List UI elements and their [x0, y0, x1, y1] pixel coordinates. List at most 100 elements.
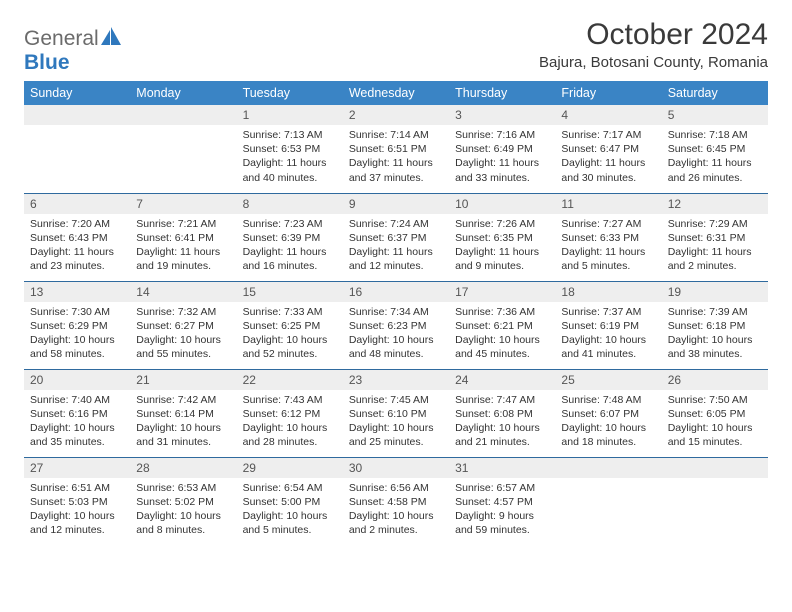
logo-text-blue: Blue: [24, 51, 70, 74]
sunset-line: Sunset: 5:02 PM: [136, 495, 230, 509]
sunrise-line: Sunrise: 7:14 AM: [349, 128, 443, 142]
calendar-cell: 4Sunrise: 7:17 AMSunset: 6:47 PMDaylight…: [555, 105, 661, 193]
calendar-cell: 26Sunrise: 7:50 AMSunset: 6:05 PMDayligh…: [662, 369, 768, 457]
day-number: 22: [237, 370, 343, 390]
col-tuesday: Tuesday: [237, 81, 343, 105]
calendar-cell: [24, 105, 130, 193]
sunrise-line: Sunrise: 7:16 AM: [455, 128, 549, 142]
day-details: Sunrise: 7:30 AMSunset: 6:29 PMDaylight:…: [24, 302, 130, 368]
day-details: Sunrise: 7:47 AMSunset: 6:08 PMDaylight:…: [449, 390, 555, 456]
calendar-cell: 13Sunrise: 7:30 AMSunset: 6:29 PMDayligh…: [24, 281, 130, 369]
day-details: Sunrise: 7:34 AMSunset: 6:23 PMDaylight:…: [343, 302, 449, 368]
daylight-line: Daylight: 10 hours and 2 minutes.: [349, 509, 443, 537]
sunset-line: Sunset: 4:58 PM: [349, 495, 443, 509]
day-number: 31: [449, 458, 555, 478]
calendar-cell: 22Sunrise: 7:43 AMSunset: 6:12 PMDayligh…: [237, 369, 343, 457]
sunrise-line: Sunrise: 7:37 AM: [561, 305, 655, 319]
calendar-cell: 1Sunrise: 7:13 AMSunset: 6:53 PMDaylight…: [237, 105, 343, 193]
day-number: 5: [662, 105, 768, 125]
sunrise-line: Sunrise: 7:27 AM: [561, 217, 655, 231]
sunset-line: Sunset: 6:08 PM: [455, 407, 549, 421]
day-details: Sunrise: 7:50 AMSunset: 6:05 PMDaylight:…: [662, 390, 768, 456]
daylight-line: Daylight: 11 hours and 5 minutes.: [561, 245, 655, 273]
sunrise-line: Sunrise: 7:24 AM: [349, 217, 443, 231]
calendar-row: 1Sunrise: 7:13 AMSunset: 6:53 PMDaylight…: [24, 105, 768, 193]
calendar-cell: 12Sunrise: 7:29 AMSunset: 6:31 PMDayligh…: [662, 193, 768, 281]
sunset-line: Sunset: 6:45 PM: [668, 142, 762, 156]
day-details: Sunrise: 7:14 AMSunset: 6:51 PMDaylight:…: [343, 125, 449, 191]
day-number: 25: [555, 370, 661, 390]
calendar-cell: 20Sunrise: 7:40 AMSunset: 6:16 PMDayligh…: [24, 369, 130, 457]
day-number: 6: [24, 194, 130, 214]
sunrise-line: Sunrise: 7:20 AM: [30, 217, 124, 231]
day-details: Sunrise: 7:29 AMSunset: 6:31 PMDaylight:…: [662, 214, 768, 280]
sunrise-line: Sunrise: 7:50 AM: [668, 393, 762, 407]
day-details: Sunrise: 7:42 AMSunset: 6:14 PMDaylight:…: [130, 390, 236, 456]
day-details: Sunrise: 7:33 AMSunset: 6:25 PMDaylight:…: [237, 302, 343, 368]
day-details: Sunrise: 7:27 AMSunset: 6:33 PMDaylight:…: [555, 214, 661, 280]
daylight-line: Daylight: 11 hours and 26 minutes.: [668, 156, 762, 184]
calendar-cell: 3Sunrise: 7:16 AMSunset: 6:49 PMDaylight…: [449, 105, 555, 193]
day-number: 18: [555, 282, 661, 302]
day-number: 24: [449, 370, 555, 390]
day-number: 2: [343, 105, 449, 125]
day-details: Sunrise: 7:23 AMSunset: 6:39 PMDaylight:…: [237, 214, 343, 280]
day-number: 17: [449, 282, 555, 302]
daylight-line: Daylight: 10 hours and 52 minutes.: [243, 333, 337, 361]
sunrise-line: Sunrise: 7:39 AM: [668, 305, 762, 319]
logo-text-general: General: [24, 27, 99, 50]
calendar-cell: 28Sunrise: 6:53 AMSunset: 5:02 PMDayligh…: [130, 457, 236, 545]
day-number: 10: [449, 194, 555, 214]
calendar-cell: 29Sunrise: 6:54 AMSunset: 5:00 PMDayligh…: [237, 457, 343, 545]
day-number: 4: [555, 105, 661, 125]
calendar-cell: 5Sunrise: 7:18 AMSunset: 6:45 PMDaylight…: [662, 105, 768, 193]
logo: General Blue: [24, 27, 124, 75]
daylight-line: Daylight: 11 hours and 9 minutes.: [455, 245, 549, 273]
sunrise-line: Sunrise: 7:42 AM: [136, 393, 230, 407]
header: General Blue October 2024 Bajura, Botosa…: [24, 18, 768, 75]
day-number: 29: [237, 458, 343, 478]
daylight-line: Daylight: 10 hours and 21 minutes.: [455, 421, 549, 449]
daylight-line: Daylight: 11 hours and 19 minutes.: [136, 245, 230, 273]
daylight-line: Daylight: 10 hours and 35 minutes.: [30, 421, 124, 449]
sunset-line: Sunset: 6:18 PM: [668, 319, 762, 333]
sunset-line: Sunset: 6:12 PM: [243, 407, 337, 421]
day-details: Sunrise: 7:43 AMSunset: 6:12 PMDaylight:…: [237, 390, 343, 456]
sunrise-line: Sunrise: 7:17 AM: [561, 128, 655, 142]
day-details: Sunrise: 7:13 AMSunset: 6:53 PMDaylight:…: [237, 125, 343, 191]
sunrise-line: Sunrise: 6:57 AM: [455, 481, 549, 495]
col-thursday: Thursday: [449, 81, 555, 105]
calendar-cell: 19Sunrise: 7:39 AMSunset: 6:18 PMDayligh…: [662, 281, 768, 369]
day-number: 7: [130, 194, 236, 214]
logo-sails-icon: [101, 27, 123, 50]
calendar-cell: 23Sunrise: 7:45 AMSunset: 6:10 PMDayligh…: [343, 369, 449, 457]
day-number: 26: [662, 370, 768, 390]
sunrise-line: Sunrise: 6:56 AM: [349, 481, 443, 495]
day-number: [24, 105, 130, 125]
sunrise-line: Sunrise: 7:45 AM: [349, 393, 443, 407]
calendar-cell: 8Sunrise: 7:23 AMSunset: 6:39 PMDaylight…: [237, 193, 343, 281]
calendar-cell: 21Sunrise: 7:42 AMSunset: 6:14 PMDayligh…: [130, 369, 236, 457]
day-details: Sunrise: 7:32 AMSunset: 6:27 PMDaylight:…: [130, 302, 236, 368]
sunrise-line: Sunrise: 7:43 AM: [243, 393, 337, 407]
daylight-line: Daylight: 10 hours and 41 minutes.: [561, 333, 655, 361]
sunrise-line: Sunrise: 7:13 AM: [243, 128, 337, 142]
day-number: 27: [24, 458, 130, 478]
day-number: 16: [343, 282, 449, 302]
sunrise-line: Sunrise: 7:36 AM: [455, 305, 549, 319]
daylight-line: Daylight: 10 hours and 31 minutes.: [136, 421, 230, 449]
sunset-line: Sunset: 6:05 PM: [668, 407, 762, 421]
day-details: Sunrise: 7:18 AMSunset: 6:45 PMDaylight:…: [662, 125, 768, 191]
sunset-line: Sunset: 6:16 PM: [30, 407, 124, 421]
sunrise-line: Sunrise: 7:40 AM: [30, 393, 124, 407]
daylight-line: Daylight: 11 hours and 30 minutes.: [561, 156, 655, 184]
sunset-line: Sunset: 6:31 PM: [668, 231, 762, 245]
day-details: Sunrise: 7:16 AMSunset: 6:49 PMDaylight:…: [449, 125, 555, 191]
day-details: Sunrise: 7:21 AMSunset: 6:41 PMDaylight:…: [130, 214, 236, 280]
daylight-line: Daylight: 11 hours and 37 minutes.: [349, 156, 443, 184]
daylight-line: Daylight: 10 hours and 38 minutes.: [668, 333, 762, 361]
sunset-line: Sunset: 6:27 PM: [136, 319, 230, 333]
day-number: [555, 458, 661, 478]
calendar-cell: 15Sunrise: 7:33 AMSunset: 6:25 PMDayligh…: [237, 281, 343, 369]
calendar-cell: 30Sunrise: 6:56 AMSunset: 4:58 PMDayligh…: [343, 457, 449, 545]
